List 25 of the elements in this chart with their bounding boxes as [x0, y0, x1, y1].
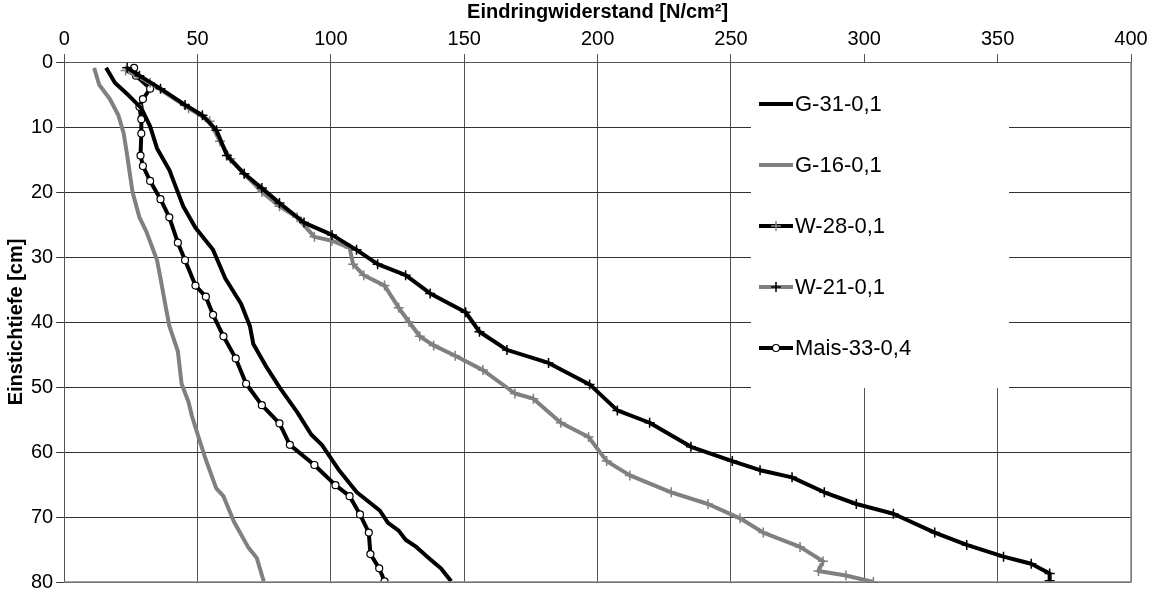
x-tick-label: 200 — [580, 26, 615, 49]
y-tick-label: 30 — [31, 244, 54, 267]
x-tick-label: 350 — [980, 26, 1015, 49]
y-tick-label: 60 — [31, 439, 54, 462]
y-axis-title: Einstichtiefe [cm] — [3, 238, 26, 406]
y-tick-label: 40 — [31, 309, 54, 332]
legend-label: Mais-33-0,4 — [795, 334, 912, 361]
x-tick-label: 300 — [847, 26, 881, 49]
x-tick-label: 0 — [58, 26, 70, 49]
legend-label: G-16-0,1 — [795, 151, 882, 178]
x-tick-label: 150 — [447, 26, 481, 49]
legend-label: W-28-0,1 — [795, 212, 886, 239]
y-tick-label: 20 — [31, 179, 54, 202]
legend-label: W-21-0,1 — [795, 273, 886, 300]
x-axis-title: Eindringwiderstand [N/cm²] — [467, 0, 729, 22]
x-tick-label: 50 — [186, 26, 209, 49]
y-tick-label: 0 — [42, 49, 54, 72]
y-tick-label: 70 — [31, 504, 54, 527]
x-tick-label: 100 — [314, 26, 348, 49]
legend-label: G-31-0,1 — [795, 90, 882, 117]
x-tick-label: 400 — [1114, 26, 1148, 49]
y-tick-label: 50 — [31, 374, 54, 397]
y-tick-label: 10 — [31, 114, 54, 137]
x-tick-label: 250 — [714, 26, 748, 49]
y-tick-label: 80 — [31, 569, 54, 592]
